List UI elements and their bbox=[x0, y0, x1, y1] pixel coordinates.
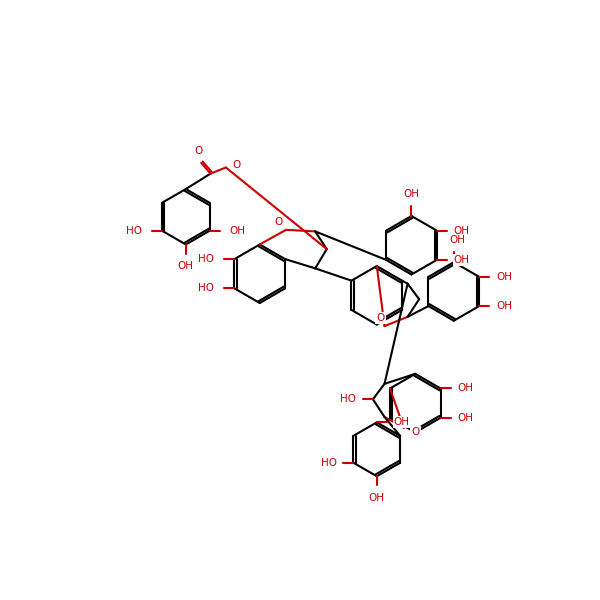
Text: O: O bbox=[232, 160, 240, 170]
Text: O: O bbox=[377, 313, 385, 323]
Text: OH: OH bbox=[230, 226, 246, 236]
Text: HO: HO bbox=[199, 283, 214, 293]
Text: OH: OH bbox=[458, 383, 473, 394]
Text: HO: HO bbox=[340, 394, 356, 404]
Text: OH: OH bbox=[454, 226, 470, 236]
Text: OH: OH bbox=[496, 301, 512, 311]
Text: OH: OH bbox=[458, 413, 473, 423]
Text: OH: OH bbox=[394, 418, 410, 427]
Text: O: O bbox=[274, 217, 283, 227]
Text: OH: OH bbox=[369, 493, 385, 503]
Text: HO: HO bbox=[199, 254, 214, 264]
Text: OH: OH bbox=[454, 255, 470, 265]
Text: O: O bbox=[412, 427, 420, 437]
Text: HO: HO bbox=[126, 226, 142, 236]
Text: OH: OH bbox=[496, 272, 512, 282]
Text: HO: HO bbox=[320, 458, 337, 468]
Text: OH: OH bbox=[449, 235, 466, 245]
Text: OH: OH bbox=[178, 262, 194, 271]
Text: OH: OH bbox=[403, 189, 419, 199]
Text: O: O bbox=[194, 146, 202, 156]
